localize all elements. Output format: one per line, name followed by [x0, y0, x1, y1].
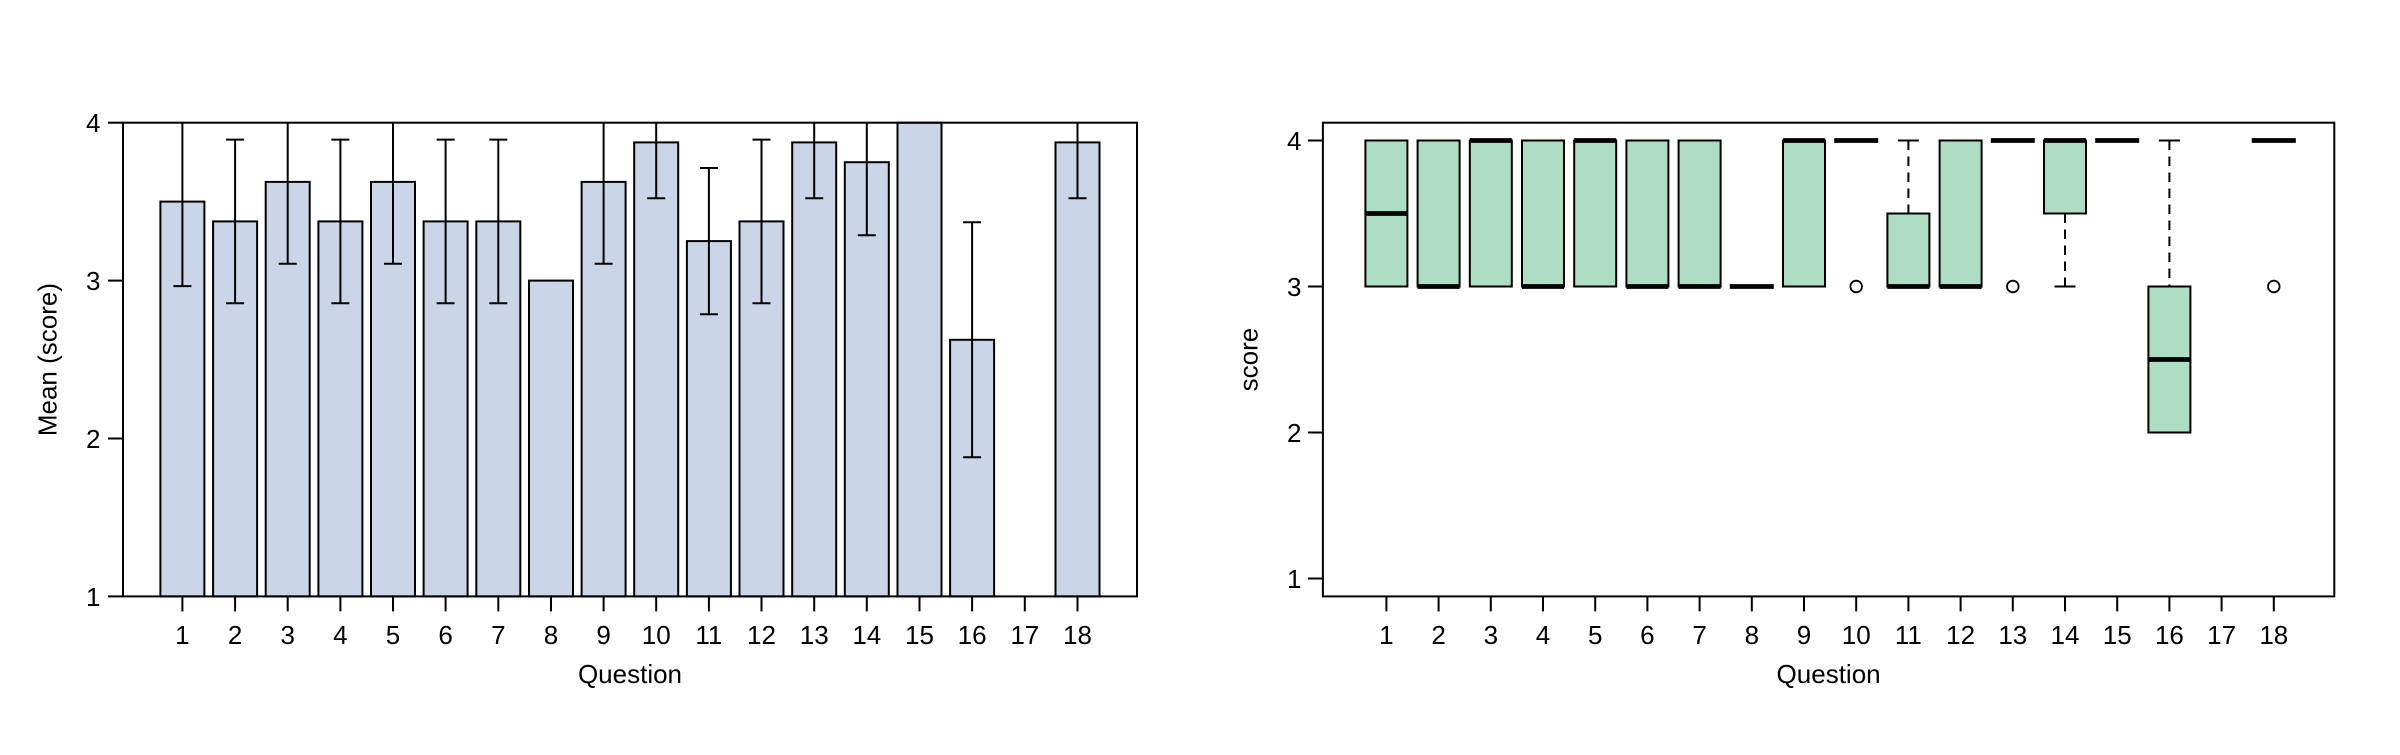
svg-text:13: 13 — [1998, 620, 2027, 650]
svg-text:Question: Question — [1777, 659, 1881, 689]
svg-text:18: 18 — [1063, 620, 1092, 650]
svg-text:9: 9 — [1797, 620, 1811, 650]
svg-text:12: 12 — [1946, 620, 1975, 650]
svg-text:2: 2 — [1431, 620, 1445, 650]
svg-text:1: 1 — [175, 620, 189, 650]
svg-text:10: 10 — [642, 620, 671, 650]
svg-text:3: 3 — [1484, 620, 1498, 650]
svg-text:10: 10 — [1842, 620, 1871, 650]
svg-text:18: 18 — [2259, 620, 2288, 650]
svg-text:9: 9 — [596, 620, 610, 650]
svg-text:7: 7 — [1692, 620, 1706, 650]
svg-text:3: 3 — [1287, 272, 1301, 302]
svg-text:1: 1 — [1287, 564, 1301, 594]
svg-text:8: 8 — [1745, 620, 1759, 650]
svg-text:17: 17 — [2207, 620, 2236, 650]
svg-text:Mean (score): Mean (score) — [33, 283, 63, 436]
svg-text:2: 2 — [86, 424, 100, 454]
svg-text:12: 12 — [747, 620, 776, 650]
svg-text:4: 4 — [1536, 620, 1550, 650]
svg-text:3: 3 — [86, 266, 100, 296]
svg-text:6: 6 — [438, 620, 452, 650]
svg-text:13: 13 — [800, 620, 829, 650]
svg-text:2: 2 — [1287, 418, 1301, 448]
svg-text:Question: Question — [578, 659, 682, 689]
svg-text:8: 8 — [544, 620, 558, 650]
svg-text:6: 6 — [1640, 620, 1654, 650]
svg-text:14: 14 — [852, 620, 881, 650]
svg-text:1: 1 — [86, 582, 100, 612]
svg-text:7: 7 — [491, 620, 505, 650]
svg-text:17: 17 — [1010, 620, 1039, 650]
svg-text:11: 11 — [695, 620, 722, 650]
svg-text:14: 14 — [2051, 620, 2080, 650]
svg-text:15: 15 — [2103, 620, 2132, 650]
svg-text:4: 4 — [1287, 126, 1301, 156]
svg-text:4: 4 — [333, 620, 347, 650]
svg-text:15: 15 — [905, 620, 934, 650]
svg-text:4: 4 — [86, 108, 100, 138]
svg-text:2: 2 — [228, 620, 242, 650]
svg-text:16: 16 — [958, 620, 987, 650]
svg-text:3: 3 — [280, 620, 294, 650]
svg-text:5: 5 — [1588, 620, 1602, 650]
svg-text:1: 1 — [1379, 620, 1393, 650]
svg-text:5: 5 — [386, 620, 400, 650]
svg-text:16: 16 — [2155, 620, 2184, 650]
svg-text:score: score — [1234, 328, 1264, 392]
svg-text:11: 11 — [1895, 620, 1922, 650]
